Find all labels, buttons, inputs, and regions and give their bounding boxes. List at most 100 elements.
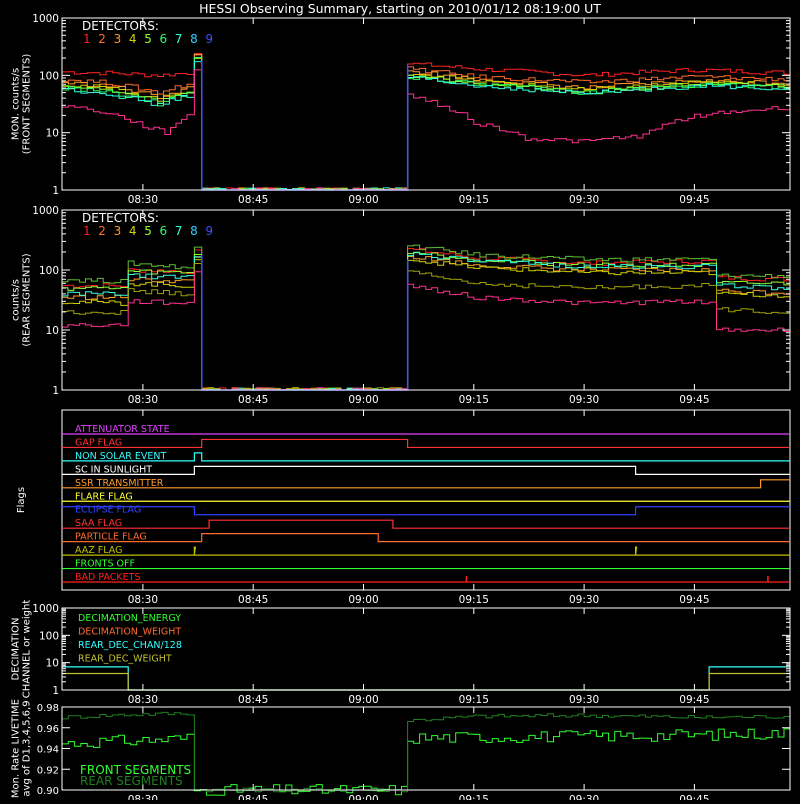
flag-label: GAP FLAG	[75, 437, 122, 448]
legend-detector-7: 7	[175, 224, 183, 238]
x-tick-label: 09:45	[679, 194, 709, 206]
legend-detector-6: 6	[160, 32, 168, 46]
plot-frame	[61, 17, 791, 191]
panel-rear: 08:30 08:45 09:00 09:15 09:30 09:45 1 10 100 1000…	[11, 205, 791, 406]
series-4	[62, 259, 791, 391]
x-tick-label: 09:45	[679, 394, 709, 406]
y-axis-label-line: DECIMATION	[11, 617, 22, 680]
series-line	[62, 53, 791, 191]
series-8	[62, 271, 791, 391]
series-line	[62, 53, 791, 191]
legend-detector-6: 6	[160, 224, 168, 238]
series-line	[62, 248, 791, 391]
x-tick-label: 08:45	[238, 394, 268, 406]
series-3	[62, 53, 791, 191]
series-3	[62, 256, 791, 391]
x-tick-label: 08:30	[128, 694, 158, 706]
y-tick-label: 1000	[32, 205, 59, 217]
y-tick-label: 10	[46, 128, 59, 140]
x-tick-label: 09:30	[569, 694, 599, 706]
decimation-legend-item: DECIMATION_ENERGY	[78, 613, 181, 624]
legend-detector-5: 5	[144, 32, 152, 46]
flag-label: SSR TRANSMITTER	[75, 478, 164, 489]
x-tick-label: 09:00	[348, 194, 378, 206]
y-tick-label: 1000	[32, 603, 59, 615]
x-tick-label: 08:45	[238, 794, 268, 800]
y-axis-label-line: avg of D1,3,4,5,6,9	[22, 700, 33, 796]
y-axis-label-line: counts/s	[11, 279, 22, 321]
decimation-legend-item: REAR_DEC_CHAN/128	[78, 640, 182, 651]
y-tick-label: 1	[52, 685, 59, 697]
series-line	[62, 252, 791, 391]
y-tick-label: 10	[46, 658, 59, 670]
flag-label: AAZ FLAG	[75, 545, 122, 556]
y-tick-label: 100	[39, 70, 59, 82]
x-tick-label: 09:30	[569, 594, 599, 606]
flag-bad-packets: BAD PACKETS	[62, 572, 790, 583]
x-tick-label: 09:15	[459, 394, 489, 406]
flag-line	[62, 519, 790, 529]
plot-frame	[61, 209, 791, 391]
flag-saa-flag: SAA FLAG	[62, 518, 790, 529]
legend-detector-3: 3	[114, 224, 122, 238]
flag-line	[62, 533, 790, 543]
panel-livetime: 08:30 08:45 09:00 09:15 09:30 09:45 0.90 0.92 0.…	[11, 699, 791, 804]
series-line	[62, 69, 791, 191]
gap-trace	[200, 254, 409, 391]
panel-decimation: 08:30 08:45 09:00 09:15 09:30 09:45 1 10 100 1000…	[11, 600, 791, 706]
legend-detector-2: 2	[98, 224, 106, 238]
legend-detector-9: 9	[205, 32, 213, 46]
series-line	[62, 271, 791, 391]
x-tick-label: 09:45	[679, 794, 709, 800]
y-tick-label: 1	[52, 185, 59, 197]
x-tick-label: 09:30	[569, 194, 599, 206]
y-axis-label-line: Flags	[16, 487, 27, 513]
legend-detector-8: 8	[190, 32, 198, 46]
y-axis-label-line: (FRONT SEGMENTS)	[22, 54, 33, 155]
flag-label: FRONTS OFF	[75, 559, 135, 570]
livetime-legend-item: FRONT SEGMENTS	[80, 763, 191, 777]
flag-label: PARTICLE FLAG	[75, 532, 147, 543]
legend-detector-5: 5	[144, 224, 152, 238]
x-tick-label: 09:00	[348, 594, 378, 606]
x-tick-label: 08:45	[238, 594, 268, 606]
legend-detector-8: 8	[190, 224, 198, 238]
series-line	[62, 54, 791, 191]
legend-title: DETECTORS:	[82, 211, 159, 225]
flag-line	[62, 452, 790, 462]
y-tick-label: 0.92	[37, 765, 59, 776]
series-7	[62, 252, 791, 391]
panel-front: 08:30 08:45 09:00 09:15 09:30 09:45 1 10 100 1000…	[11, 13, 791, 206]
x-tick-label: 09:00	[348, 794, 378, 800]
legend-detector-1: 1	[83, 224, 91, 238]
gap-trace	[200, 60, 409, 191]
plot-frame	[61, 409, 791, 591]
series-line	[62, 263, 791, 391]
x-tick-label: 08:30	[128, 394, 158, 406]
flag-label: SC IN SUNLIGHT	[75, 464, 152, 475]
series-line	[62, 256, 791, 391]
livetime-series-line	[62, 728, 791, 796]
series-2	[62, 244, 791, 391]
flag-attenuator-state: ATTENUATOR STATE	[62, 424, 790, 435]
x-tick-label: 08:30	[128, 594, 158, 606]
legend-detector-3: 3	[114, 32, 122, 46]
x-tick-label: 09:15	[459, 694, 489, 706]
series-2	[62, 54, 791, 191]
x-tick-label: 09:15	[459, 794, 489, 800]
flag-gap-flag: GAP FLAG	[62, 437, 790, 448]
series-6	[62, 263, 791, 391]
flag-label: BAD PACKETS	[75, 572, 141, 583]
series-line	[62, 259, 791, 391]
y-axis-label: MON. counts/s (FRONT SEGMENTS)	[11, 54, 33, 155]
y-tick-label: 100	[39, 630, 59, 642]
flag-label: NON SOLAR EVENT	[75, 451, 166, 462]
flag-eclipse-flag: ECLIPSE FLAG	[62, 505, 790, 516]
x-tick-label: 09:15	[459, 194, 489, 206]
flag-label: ATTENUATOR STATE	[75, 424, 170, 435]
flag-line	[62, 479, 790, 489]
series-line	[62, 61, 791, 191]
flag-flare-flag: FLARE FLAG	[62, 491, 790, 502]
series-1	[62, 53, 791, 191]
